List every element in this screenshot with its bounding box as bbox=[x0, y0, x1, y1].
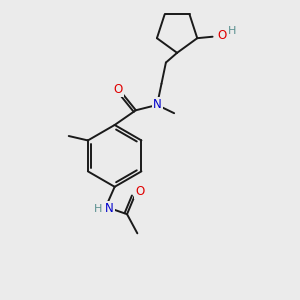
Text: H: H bbox=[93, 204, 102, 214]
Text: N: N bbox=[153, 98, 162, 111]
Text: O: O bbox=[135, 185, 144, 198]
Text: H: H bbox=[228, 26, 236, 36]
Text: O: O bbox=[114, 83, 123, 96]
Text: O: O bbox=[217, 29, 226, 42]
Text: N: N bbox=[105, 202, 114, 215]
